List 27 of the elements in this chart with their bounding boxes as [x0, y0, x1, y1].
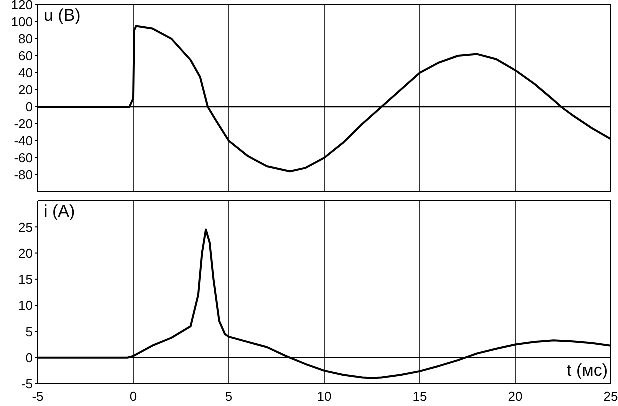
- y-tick-label: -80: [14, 168, 33, 183]
- y-tick-label: -20: [14, 116, 33, 132]
- y-tick-label: 100: [11, 14, 33, 30]
- x-tick-label: 10: [317, 389, 332, 404]
- y-tick-label: 25: [18, 220, 33, 235]
- x-axis-title: t (мс): [567, 361, 608, 381]
- y-tick-label: 20: [18, 82, 33, 98]
- y-tick-label: 15: [18, 272, 33, 288]
- y-tick-label: 0: [26, 350, 33, 366]
- y-tick-label: 60: [18, 48, 33, 64]
- y-tick-label: 20: [18, 246, 33, 261]
- x-tick-label: 0: [130, 389, 138, 404]
- y-tick-label: 0: [26, 100, 33, 115]
- y-axis-title: i (A): [44, 202, 76, 222]
- x-tick-label: 15: [412, 389, 428, 404]
- x-tick-label: 25: [604, 389, 618, 404]
- y-tick-label: 80: [18, 32, 33, 47]
- y-tick-label: -5: [21, 376, 33, 392]
- y-axis-title: u (B): [44, 6, 81, 26]
- x-tick-label: 20: [508, 389, 523, 404]
- y-tick-label: 120: [11, 0, 33, 13]
- y-tick-label: 10: [18, 298, 33, 314]
- x-tick-label: 5: [225, 389, 233, 404]
- y-tick-label: -60: [14, 150, 33, 166]
- y-tick-label: -40: [14, 134, 33, 149]
- y-tick-label: 40: [18, 66, 33, 81]
- y-tick-label: 5: [26, 324, 33, 340]
